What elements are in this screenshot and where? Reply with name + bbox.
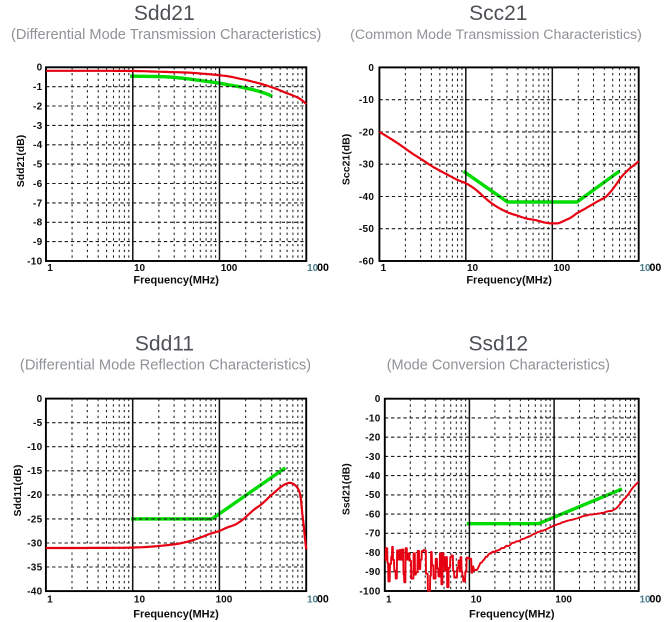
svg-text:Sdd21(dB): Sdd21(dB) [15,135,27,188]
svg-text:Frequency(MHz): Frequency(MHz) [469,608,555,620]
svg-text:10: 10 [640,594,652,605]
svg-text:-7: -7 [33,198,43,209]
svg-text:-20: -20 [365,433,380,444]
svg-text:-40: -40 [365,471,380,482]
svg-text:Sdd21: Sdd21 [134,2,195,25]
svg-text:(Mode Conversion Characteristi: (Mode Conversion Characteristics) [387,358,610,374]
svg-text:Scc21(dB): Scc21(dB) [341,134,353,185]
svg-text:100: 100 [216,594,233,605]
svg-text:-1: -1 [33,82,43,93]
svg-text:-6: -6 [33,179,43,190]
svg-text:10: 10 [307,594,319,605]
svg-text:(Common Mode Transmission Char: (Common Mode Transmission Characteristic… [350,27,642,43]
svg-text:-10: -10 [27,442,42,453]
svg-text:-35: -35 [27,562,42,573]
svg-text:00: 00 [650,262,662,274]
svg-text:-100: -100 [359,586,380,597]
svg-text:-70: -70 [365,529,380,540]
svg-text:-40: -40 [359,192,374,203]
svg-text:-30: -30 [365,452,380,463]
svg-text:Frequency(MHz): Frequency(MHz) [466,274,552,286]
svg-text:Scc21: Scc21 [469,2,527,25]
svg-text:-4: -4 [33,140,43,151]
svg-text:Sdd11(dB): Sdd11(dB) [12,465,24,517]
svg-text:10: 10 [471,594,483,605]
svg-text:0: 0 [368,63,374,74]
svg-text:00: 00 [317,593,329,605]
svg-text:-50: -50 [365,490,380,501]
svg-text:-25: -25 [27,514,42,525]
svg-text:-80: -80 [365,548,380,559]
svg-text:-8: -8 [33,218,43,229]
svg-text:-5: -5 [33,418,43,429]
svg-text:-90: -90 [365,567,380,578]
svg-text:-60: -60 [365,510,380,521]
svg-text:-9: -9 [33,237,43,248]
svg-text:1: 1 [47,263,53,274]
svg-text:100: 100 [555,594,572,605]
svg-text:Frequency(MHz): Frequency(MHz) [133,274,219,286]
svg-text:1: 1 [386,594,392,605]
svg-text:-2: -2 [33,101,43,112]
svg-text:-10: -10 [359,95,374,106]
svg-text:10: 10 [134,594,146,605]
svg-text:-5: -5 [33,160,43,171]
svg-text:(Differential Mode Reflection: (Differential Mode Reflection Characteri… [20,358,311,374]
svg-text:Ssd12: Ssd12 [469,333,529,356]
svg-text:-3: -3 [33,121,43,132]
svg-text:-30: -30 [27,538,42,549]
svg-text:-20: -20 [27,490,42,501]
svg-text:-30: -30 [359,160,374,171]
svg-text:-50: -50 [359,224,374,235]
svg-text:10: 10 [640,263,652,274]
svg-text:0: 0 [37,63,43,74]
svg-text:100: 100 [554,263,571,274]
svg-text:-40: -40 [27,587,42,598]
svg-text:10: 10 [307,263,319,274]
svg-text:100: 100 [221,263,238,274]
svg-text:Ssd21(dB): Ssd21(dB) [341,463,353,515]
svg-text:1: 1 [47,594,53,605]
svg-text:-60: -60 [359,256,374,267]
svg-text:-15: -15 [27,466,42,477]
svg-text:1: 1 [381,263,387,274]
svg-text:-10: -10 [27,256,42,267]
svg-text:10: 10 [467,263,479,274]
svg-text:Frequency(MHz): Frequency(MHz) [133,608,219,620]
svg-text:Sdd11: Sdd11 [135,333,194,356]
svg-text:-10: -10 [365,413,380,424]
svg-text:00: 00 [317,262,329,274]
svg-text:10: 10 [134,263,146,274]
svg-text:(Differential Mode Transmissio: (Differential Mode Transmission Characte… [11,27,321,43]
svg-text:0: 0 [375,394,381,405]
svg-text:-20: -20 [359,127,374,138]
svg-text:0: 0 [37,394,43,405]
svg-text:00: 00 [650,593,662,605]
